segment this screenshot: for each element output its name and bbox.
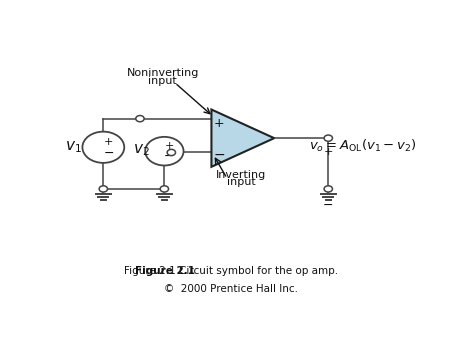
- Text: +: +: [214, 117, 225, 130]
- Text: −: −: [164, 150, 175, 163]
- Text: input: input: [148, 76, 177, 86]
- Text: Noninverting: Noninverting: [126, 68, 199, 78]
- Text: +: +: [324, 147, 333, 158]
- Circle shape: [167, 149, 176, 155]
- Text: Inverting: Inverting: [216, 170, 266, 179]
- Circle shape: [136, 116, 144, 122]
- Text: ©  2000 Prentice Hall Inc.: © 2000 Prentice Hall Inc.: [164, 284, 297, 294]
- Circle shape: [160, 186, 169, 192]
- Text: $v_2$: $v_2$: [133, 142, 150, 158]
- Text: $v_o = A_{\rm OL}(v_1 - v_2)$: $v_o = A_{\rm OL}(v_1 - v_2)$: [309, 138, 417, 154]
- Text: +: +: [104, 137, 113, 147]
- Circle shape: [145, 137, 184, 166]
- Circle shape: [324, 135, 333, 141]
- Text: Figure 2.1 Circuit symbol for the op amp.: Figure 2.1 Circuit symbol for the op amp…: [124, 266, 338, 276]
- Text: $v_1$: $v_1$: [65, 139, 82, 155]
- Text: +: +: [165, 141, 174, 151]
- Circle shape: [324, 186, 333, 192]
- Text: −: −: [104, 146, 114, 160]
- Text: Figure 2.1: Figure 2.1: [135, 266, 195, 276]
- Text: −: −: [323, 199, 333, 212]
- Text: −: −: [213, 148, 225, 162]
- Text: input: input: [227, 177, 256, 187]
- Circle shape: [82, 132, 124, 163]
- Polygon shape: [212, 110, 274, 167]
- Circle shape: [99, 186, 108, 192]
